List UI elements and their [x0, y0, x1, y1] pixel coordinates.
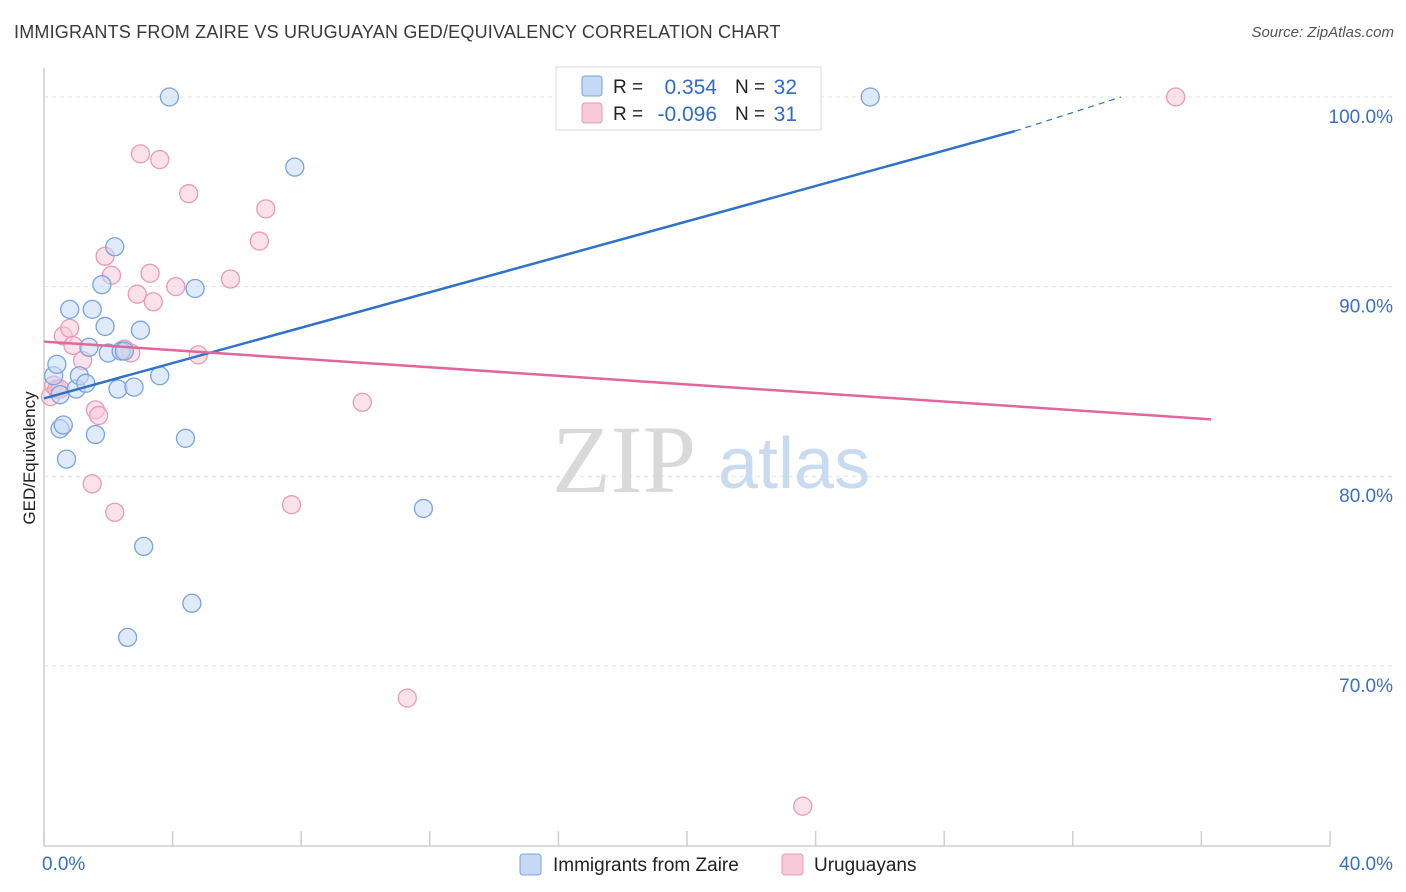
uruguayan-point-30 [793, 796, 813, 816]
zaire-point-27 [182, 593, 202, 613]
zaire-point-1 [47, 354, 67, 374]
zaire-point-22 [130, 320, 151, 340]
trend-line-uruguayans [43, 340, 1212, 421]
uruguayan-point-19 [143, 292, 163, 312]
gridlines [44, 96, 1395, 667]
uruguayan-point-5 [60, 318, 80, 338]
zaire-point-31 [860, 87, 880, 107]
zaire-point-10 [79, 337, 99, 357]
stats-r-value-blue: 0.354 [664, 76, 717, 99]
zaire-point-16 [105, 237, 125, 257]
stats-n-label-blue: N = [735, 77, 765, 98]
zaire-point-4 [53, 415, 73, 435]
zaire-point-28 [185, 278, 205, 299]
y-tick-labels: 100.0% 90.0% 80.0% 70.0% [1329, 107, 1394, 697]
uruguayan-point-28 [352, 392, 372, 412]
stats-r-value-pink: -0.096 [657, 103, 717, 126]
watermark-zip: ZIP [552, 406, 696, 513]
stats-swatch-pink [581, 102, 603, 124]
legend-label-zaire: Immigrants from Zaire [553, 855, 739, 876]
zaire-point-19 [114, 341, 135, 361]
stats-n-value-blue: 32 [774, 76, 797, 99]
zaire-point-25 [159, 87, 180, 107]
legend-swatch-zaire [519, 853, 542, 876]
x-tick-label-end: 40.0% [1339, 854, 1393, 875]
zaire-point-13 [92, 275, 112, 295]
uruguayan-point-10 [89, 405, 109, 426]
uruguayan-point-16 [127, 284, 147, 304]
legend-swatch-uruguayans [781, 853, 804, 876]
zaire-point-20 [117, 627, 138, 648]
legend-label-uruguayans: Uruguayans [814, 855, 916, 876]
stats-swatch-blue [581, 75, 603, 97]
uruguayan-point-20 [150, 149, 170, 170]
series-legend: Immigrants from Zaire Uruguayans [519, 853, 916, 876]
uruguayan-point-22 [179, 184, 199, 204]
zaire-point-30 [413, 498, 434, 519]
uruguayan-point-21 [166, 276, 186, 297]
y-tick-label-2: 80.0% [1339, 486, 1393, 507]
zaire-point-23 [134, 536, 154, 557]
y-tick-label-1: 90.0% [1339, 297, 1393, 318]
zaire-point-26 [175, 428, 196, 448]
y-tick-label-0: 100.0% [1329, 107, 1394, 128]
stats-n-label-pink: N = [735, 104, 765, 125]
zaire-point-11 [82, 299, 102, 319]
uruguayan-point-26 [256, 199, 276, 219]
stats-r-label-blue: R = [613, 77, 643, 98]
uruguayan-point-13 [105, 502, 125, 522]
zaire-point-12 [85, 424, 106, 445]
zaire-point-21 [124, 377, 144, 397]
uruguayan-point-27 [281, 495, 302, 515]
stats-legend: R = 0.354 N = 32 R = -0.096 N = 31 [555, 66, 822, 131]
x-ticks [43, 831, 1331, 846]
y-axis-label: GED/Equivalency [20, 391, 39, 525]
zaire-point-29 [285, 157, 305, 177]
uruguayan-point-18 [140, 263, 160, 283]
uruguayan-point-24 [220, 269, 241, 289]
source-credit: Source: ZipAtlas.com [1251, 24, 1394, 41]
zaire-point-14 [95, 316, 115, 337]
uruguayan-point-31 [1166, 87, 1186, 107]
stats-n-value-pink: 31 [774, 103, 797, 126]
watermark-atlas: atlas [718, 424, 870, 504]
x-tick-label-start: 0.0% [42, 854, 85, 875]
watermark: ZIP atlas [552, 406, 870, 513]
trend-line-zaire [43, 129, 1016, 400]
trend-lines [43, 96, 1212, 421]
uruguayan-point-8 [82, 474, 102, 494]
stats-r-label-pink: R = [613, 104, 643, 125]
trend-line-zaire-extension [1014, 96, 1122, 132]
chart-title: IMMIGRANTS FROM ZAIRE VS URUGUAYAN GED/E… [14, 22, 781, 42]
uruguayan-point-25 [249, 231, 270, 251]
uruguayan-point-29 [397, 688, 417, 708]
zaire-point-5 [56, 449, 77, 469]
zaire-point-6 [60, 299, 80, 319]
uruguayan-point-17 [130, 144, 151, 164]
y-tick-label-3: 70.0% [1339, 676, 1393, 697]
points-zaire [43, 87, 880, 648]
zaire-point-17 [108, 379, 128, 399]
